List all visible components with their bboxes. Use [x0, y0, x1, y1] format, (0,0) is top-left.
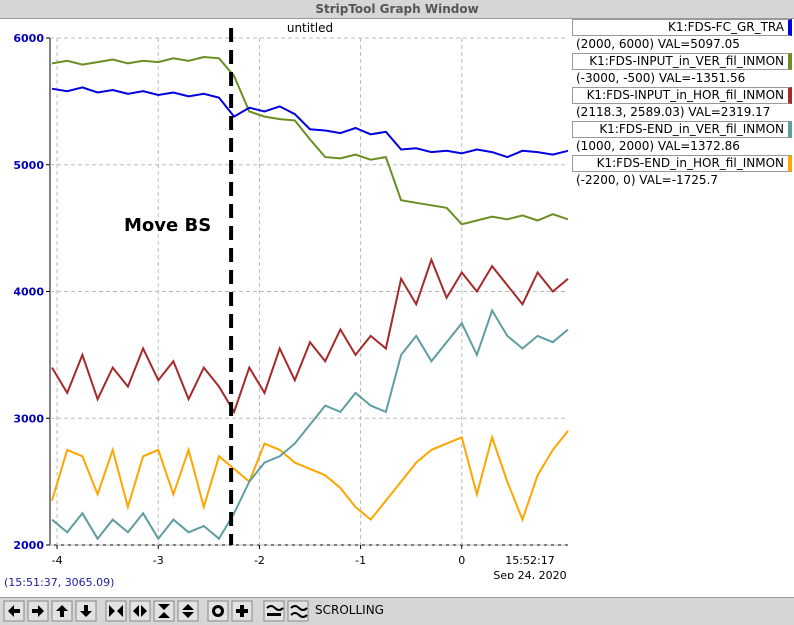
- x-end-time: 15:52:17: [505, 554, 554, 567]
- y-tick-label: 3000: [13, 412, 44, 425]
- y-tick-label: 5000: [13, 159, 44, 172]
- legend-info: (1000, 2000) VAL=1372.86: [576, 139, 740, 153]
- series-line: [51, 256, 569, 415]
- series-line: [51, 55, 569, 226]
- series-line: [51, 430, 569, 523]
- legend-info: (-3000, -500) VAL=-1351.56: [576, 71, 746, 85]
- cursor-readout: (15:51:37, 3065.09): [4, 576, 115, 589]
- x-tick-label: -2: [254, 554, 265, 567]
- y-tick-label: 2000: [13, 539, 44, 552]
- legend-info: (-2200, 0) VAL=-1725.7: [576, 173, 719, 187]
- toolbar-buttons[interactable]: [0, 598, 310, 625]
- x-tick-label: -1: [355, 554, 366, 567]
- y-tick-label: 6000: [13, 32, 44, 45]
- window-title: StripTool Graph Window: [0, 0, 794, 19]
- x-tick-label: 0: [458, 554, 465, 567]
- legend-entry[interactable]: K1:FDS-END_in_VER_fil_INMON: [572, 121, 792, 138]
- toolbar: SCROLLING: [0, 597, 794, 625]
- series-line: [51, 308, 569, 541]
- legend-entry[interactable]: K1:FDS-END_in_HOR_fil_INMON: [572, 155, 792, 172]
- annotation: Move BS: [124, 215, 211, 236]
- legend-entry[interactable]: K1:FDS-FC_GR_TRA: [572, 19, 792, 36]
- x-tick-label: -3: [153, 554, 164, 567]
- legend-info: (2000, 6000) VAL=5097.05: [576, 37, 740, 51]
- legend: K1:FDS-FC_GR_TRA (2000, 6000) VAL=5097.05…: [572, 19, 792, 189]
- chart: untitled 2000 3000 4000 5000 6000 -4 -3 -2 -1 0 15:…: [13, 21, 569, 579]
- x-end-date: Sep 24, 2020: [493, 569, 566, 579]
- series-line: [51, 86, 569, 159]
- legend-info: (2118.3, 2589.03) VAL=2319.17: [576, 105, 771, 119]
- legend-entry[interactable]: K1:FDS-INPUT_in_HOR_fil_INMON: [572, 87, 792, 104]
- mode-label: SCROLLING: [315, 603, 384, 617]
- y-tick-label: 4000: [13, 286, 44, 299]
- x-tick-label: -4: [52, 554, 63, 567]
- legend-entry[interactable]: K1:FDS-INPUT_in_VER_fil_INMON: [572, 53, 792, 70]
- chart-title: untitled: [287, 21, 333, 35]
